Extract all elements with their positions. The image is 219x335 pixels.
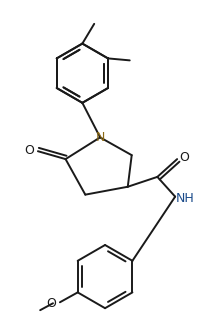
Text: N: N bbox=[95, 131, 105, 144]
Text: O: O bbox=[24, 144, 34, 157]
Text: O: O bbox=[46, 297, 56, 310]
Text: NH: NH bbox=[176, 192, 194, 205]
Text: O: O bbox=[179, 151, 189, 163]
